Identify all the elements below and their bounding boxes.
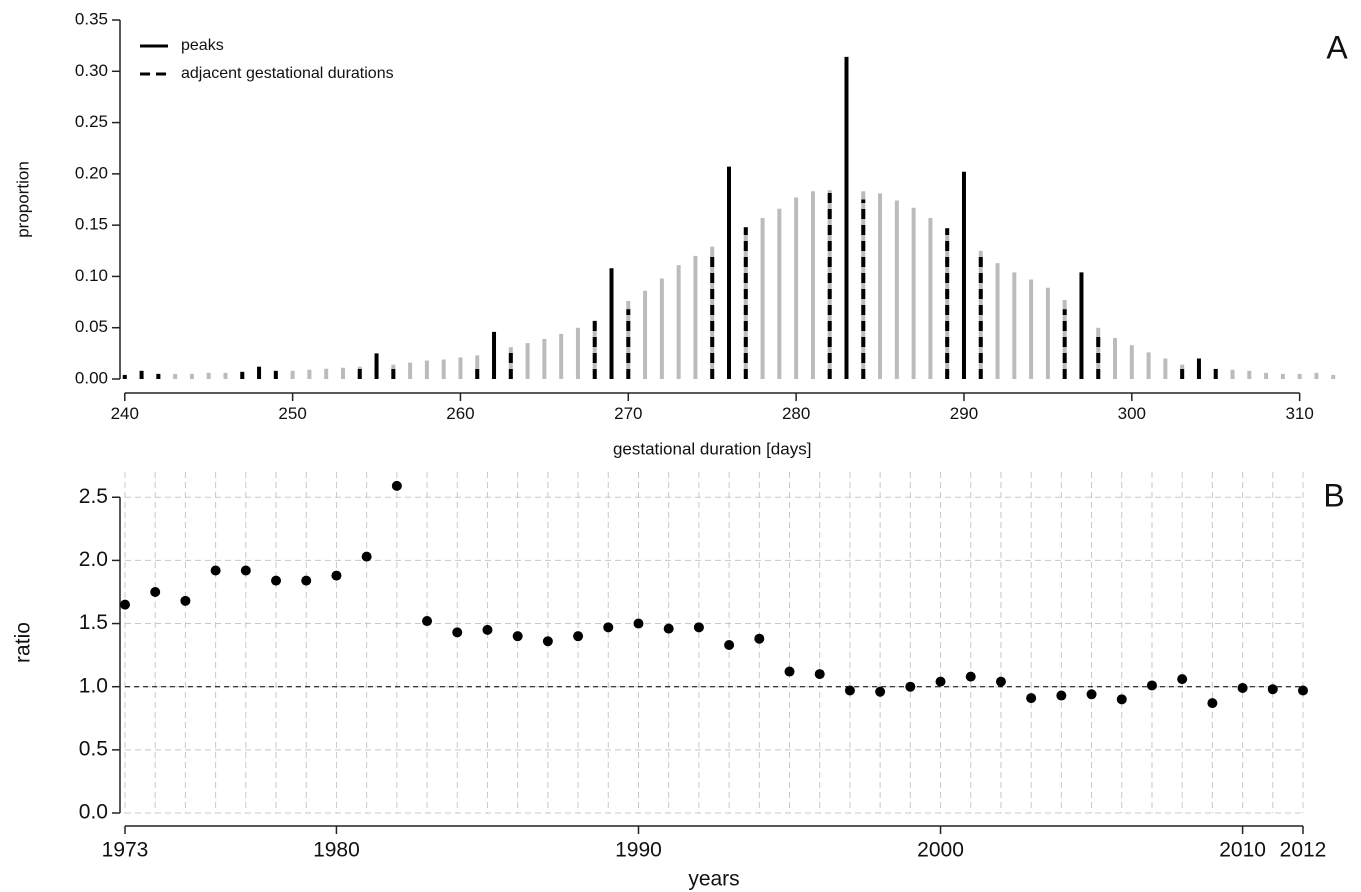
point: [1056, 690, 1067, 701]
point: [754, 633, 765, 644]
x-tick-label: 2000: [917, 838, 964, 861]
x-tick-label: 250: [278, 404, 306, 423]
point: [301, 575, 312, 586]
point: [1177, 674, 1188, 685]
x-axis-label: gestational duration [days]: [613, 439, 811, 458]
point: [965, 671, 976, 682]
point: [1086, 689, 1097, 700]
point: [875, 686, 886, 697]
point: [935, 676, 946, 687]
x-tick-label: 2012: [1280, 838, 1327, 861]
point: [210, 565, 221, 576]
x-tick-label: 1990: [615, 838, 662, 861]
point: [331, 570, 342, 581]
x-tick-label: 280: [782, 404, 810, 423]
point: [995, 676, 1006, 687]
y-tick-label: 0.5: [79, 737, 108, 760]
point: [724, 640, 735, 651]
x-tick-label: 290: [950, 404, 978, 423]
y-axis-label: proportion: [13, 161, 32, 238]
point: [542, 636, 553, 647]
point: [180, 595, 191, 606]
point: [240, 565, 251, 576]
y-tick-label: 2.5: [79, 485, 108, 508]
y-tick-label: 1.0: [79, 674, 108, 697]
x-tick-label: 2010: [1219, 838, 1266, 861]
legend-label: adjacent gestational durations: [181, 65, 394, 82]
panel-label: B: [1323, 477, 1344, 513]
point: [1267, 684, 1278, 695]
y-tick-label: 0.10: [75, 266, 108, 285]
x-tick-label: 1980: [313, 838, 360, 861]
point: [814, 669, 825, 680]
x-tick-label: 300: [1118, 404, 1146, 423]
y-axis-label: ratio: [12, 622, 35, 663]
y-tick-label: 0.25: [75, 112, 108, 131]
point: [693, 622, 704, 633]
y-tick-label: 0.35: [75, 9, 108, 28]
x-tick-label: 270: [614, 404, 642, 423]
point: [1237, 682, 1248, 693]
x-tick-label: 310: [1285, 404, 1313, 423]
y-tick-label: 0.15: [75, 215, 108, 234]
point: [603, 622, 614, 633]
legend-label: peaks: [181, 37, 224, 54]
x-tick-label: 1973: [102, 838, 149, 861]
point: [361, 551, 372, 562]
point: [1207, 698, 1218, 709]
point: [1298, 685, 1308, 696]
y-tick-label: 0.20: [75, 163, 108, 182]
point: [391, 480, 402, 491]
point: [784, 666, 795, 677]
point: [663, 623, 674, 634]
point: [512, 631, 523, 642]
point: [452, 627, 463, 638]
panel-label: A: [1326, 29, 1348, 65]
x-tick-label: 240: [111, 404, 139, 423]
point: [1146, 680, 1157, 691]
point: [482, 624, 493, 635]
y-tick-label: 0.05: [75, 317, 108, 336]
point: [905, 681, 916, 692]
x-tick-label: 260: [446, 404, 474, 423]
x-axis-label: years: [688, 868, 739, 891]
point: [633, 618, 644, 629]
y-tick-label: 0.0: [79, 801, 108, 824]
point: [1116, 694, 1127, 705]
y-tick-label: 0.30: [75, 61, 108, 80]
point: [422, 616, 433, 627]
y-tick-label: 0.00: [75, 368, 108, 387]
point: [150, 586, 161, 597]
point: [573, 631, 584, 642]
point: [120, 599, 130, 610]
point: [1026, 693, 1037, 704]
y-tick-label: 2.0: [79, 548, 108, 571]
point: [271, 575, 282, 586]
y-tick-label: 1.5: [79, 611, 108, 634]
point: [844, 685, 855, 696]
